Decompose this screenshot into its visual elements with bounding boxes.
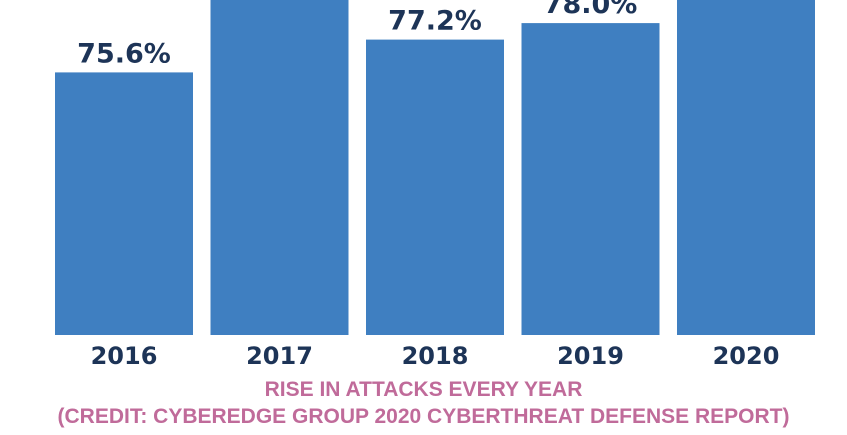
x-tick-label-2017: 2017 [246,342,313,370]
bar-2017 [210,0,349,335]
bar-chart: 75.6%79.2%77.2%78.0%80.7% 20162017201820… [55,0,815,370]
x-tick-label-2020: 2020 [713,342,780,370]
x-tick-label-2018: 2018 [402,342,469,370]
x-tick-label-2016: 2016 [91,342,158,370]
x-tick-labels-group: 2016 2017 2018 2019 2020 [91,342,780,370]
bar-2020 [677,0,815,335]
value-label-2019: 78.0% [544,0,638,20]
chart-caption-credit: (CREDIT: CYBEREDGE GROUP 2020 CYBERTHREA… [57,405,790,428]
value-labels-group: 75.6%79.2%77.2%78.0%80.7% [77,0,638,69]
bar-2018 [366,39,504,335]
bar-2019 [521,23,660,335]
x-tick-label-2019: 2019 [557,342,624,370]
chart-caption-title: RISE IN ATTACKS EVERY YEAR [264,378,583,401]
value-label-2018: 77.2% [388,6,482,37]
value-label-2016: 75.6% [77,38,171,69]
bars-group [55,0,815,336]
bar-2016 [55,72,193,336]
